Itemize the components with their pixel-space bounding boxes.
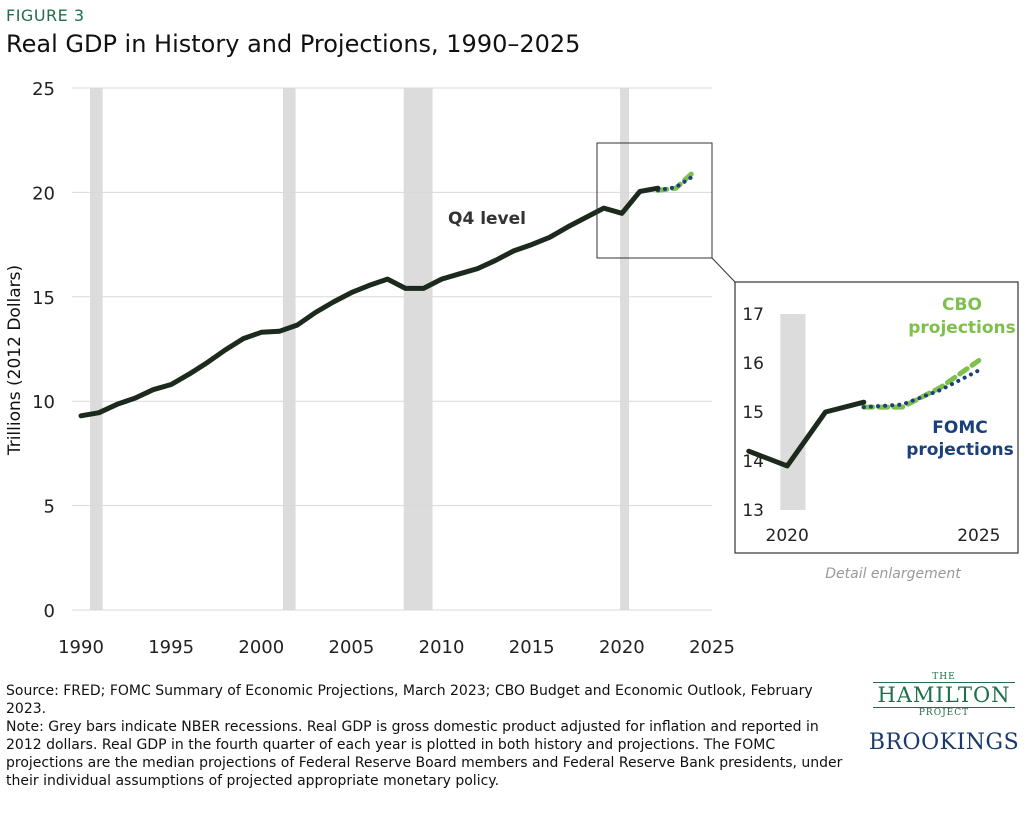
inset-y-tick-label: 15 [742, 403, 764, 423]
recession-bar [403, 88, 433, 610]
figure-label: FIGURE 3 [6, 6, 85, 25]
inset-y-tick-label: 16 [742, 354, 764, 374]
inset-gdp-history-line [746, 399, 867, 469]
fomc-label-line2: projections [906, 440, 1014, 460]
hamilton-logo-project: PROJECT [918, 708, 970, 718]
inset-cbo-projection-line [861, 358, 982, 410]
x-tick-label: 1995 [148, 637, 194, 658]
source-note: Source: FRED; FOMC Summary of Economic P… [6, 683, 813, 717]
y-tick-label: 5 [44, 497, 55, 518]
x-tick-label: 2005 [329, 637, 375, 658]
y-tick-label: 0 [44, 601, 55, 622]
logos: THE HAMILTON PROJECT BROOKINGS [864, 672, 1024, 755]
cbo-label-line2: projections [908, 318, 1016, 338]
cbo-label-line1: CBO [942, 295, 982, 315]
recession-bar [282, 88, 296, 610]
inset-x-tick-label: 2025 [957, 526, 1000, 546]
x-tick-label: 1990 [58, 637, 104, 658]
inset-y-tick-label: 13 [742, 501, 764, 521]
inset-caption: Detail enlargement [825, 566, 961, 582]
y-tick-label: 25 [32, 79, 55, 100]
x-tick-label: 2025 [689, 637, 735, 658]
recession-bar [90, 88, 103, 610]
inset-y-tick-label: 17 [742, 305, 764, 325]
x-tick-label: 2015 [509, 637, 555, 658]
fomc-projection-line [655, 173, 696, 193]
y-axis-label: Trillions (2012 Dollars) [5, 265, 25, 456]
inset-x-tick-label: 2020 [766, 526, 809, 546]
y-tick-label: 20 [32, 183, 55, 204]
inset-fomc-projection-line [861, 368, 981, 410]
zoom-connector [711, 257, 736, 283]
hamilton-logo-the: THE [932, 672, 956, 682]
gdp-history-line [78, 185, 661, 419]
y-tick-label: 15 [32, 288, 55, 309]
x-tick-label: 2020 [599, 637, 645, 658]
footer: Source: FRED; FOMC Summary of Economic P… [6, 682, 846, 790]
x-tick-label: 2010 [419, 637, 465, 658]
methodology-note: Note: Grey bars indicate NBER recessions… [6, 719, 843, 789]
zoom-box [596, 142, 713, 259]
q4-level-annotation: Q4 level [448, 209, 526, 229]
inset-recession-bar [780, 314, 806, 510]
cbo-projection-line [655, 169, 697, 193]
chart-title: Real GDP in History and Projections, 199… [6, 30, 581, 58]
x-tick-label: 2000 [238, 637, 284, 658]
fomc-label-line1: FOMC [932, 418, 987, 438]
recession-bar [620, 88, 630, 610]
brookings-logo: BROOKINGS [868, 730, 1020, 755]
hamilton-logo: HAMILTON [873, 682, 1015, 708]
y-tick-label: 10 [32, 392, 55, 413]
